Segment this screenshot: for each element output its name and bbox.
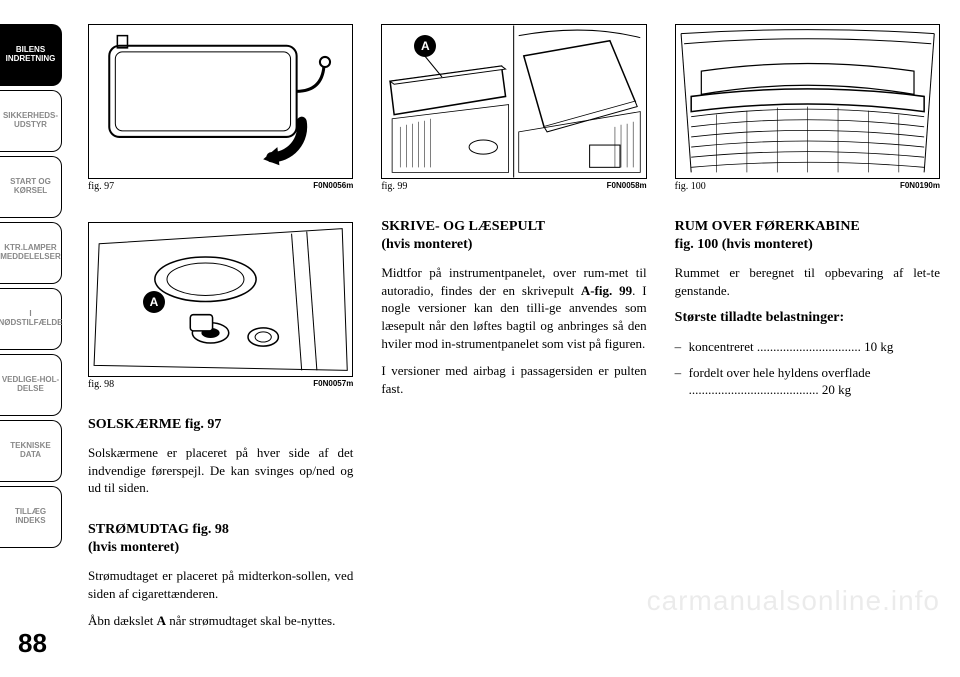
column-1: fig. 97 F0N0056m xyxy=(88,24,353,657)
p3-post: når strømudtaget skal be-nyttes. xyxy=(166,613,335,628)
tab-ktr-lamper[interactable]: KTR.LAMPER MEDDELELSER xyxy=(0,222,62,284)
para-skrive-2: I versioner med airbag i passagersiden e… xyxy=(381,362,646,397)
fig99-code: F0N0058m xyxy=(607,181,647,192)
fig98-label: fig. 98 xyxy=(88,379,114,390)
column-2: A fig. 99 F0N0058m SKRIVE- OG LÆSEPULT (… xyxy=(381,24,646,657)
overhead-shelf-illustration xyxy=(676,25,939,178)
fig97-code: F0N0056m xyxy=(313,181,353,192)
heading-col2-main: SKRIVE- OG LÆSEPULT xyxy=(381,219,545,234)
figure-99: A xyxy=(381,24,646,179)
marker-leader-line xyxy=(424,55,454,85)
watermark: carmanualsonline.info xyxy=(647,585,940,617)
tab-sikkerheds-udstyr[interactable]: SIKKERHEDS- UDSTYR xyxy=(0,90,62,152)
figure-97-caption: fig. 97 F0N0056m xyxy=(88,181,353,192)
col2-p1-bold: A-fig. 99 xyxy=(581,283,632,298)
para-rum-1: Rummet er beregnet til opbevaring af let… xyxy=(675,264,940,299)
figure-98-caption: fig. 98 F0N0057m xyxy=(88,379,353,390)
tab-start-og-korsel[interactable]: START OG KØRSEL xyxy=(0,156,62,218)
heading-solskaerme: SOLSKÆRME fig. 97 xyxy=(88,416,353,434)
figure-97 xyxy=(88,24,353,179)
sidebar-tabs: BILENS INDRETNING SIKKERHEDS- UDSTYR STA… xyxy=(0,24,62,552)
figure-98: A xyxy=(88,222,353,377)
fig97-label: fig. 97 xyxy=(88,181,114,192)
tab-tillaeg-indeks[interactable]: TILLÆG INDEKS xyxy=(0,486,62,548)
figure-100 xyxy=(675,24,940,179)
page-content: fig. 97 F0N0056m xyxy=(88,24,940,657)
figure-100-caption: fig. 100 F0N0190m xyxy=(675,181,940,192)
li2-text: fordelt over hele hyldens overflade ....… xyxy=(689,364,940,399)
column-3: fig. 100 F0N0190m RUM OVER FØRERKABINE f… xyxy=(675,24,940,657)
heading-stromudtag-main: STRØMUDTAG fig. 98 xyxy=(88,522,229,537)
heading-col2-sub: (hvis monteret) xyxy=(381,237,472,252)
fig99-label: fig. 99 xyxy=(381,181,407,192)
heading-col3-main: RUM OVER FØRERKABINE xyxy=(675,219,860,234)
p3-pre: Åbn dækslet xyxy=(88,613,157,628)
tab-vedligeholdelse[interactable]: VEDLIGE-HOL- DELSE xyxy=(0,354,62,416)
heading-skrive-laesepult: SKRIVE- OG LÆSEPULT (hvis monteret) xyxy=(381,218,646,254)
li1-text: koncentreret ...........................… xyxy=(689,338,940,356)
tab-bilens-indretning[interactable]: BILENS INDRETNING xyxy=(0,24,62,86)
fig100-code: F0N0190m xyxy=(900,181,940,192)
heading-stromudtag: STRØMUDTAG fig. 98 (hvis monteret) xyxy=(88,521,353,557)
heading-col3-sub: fig. 100 (hvis monteret) xyxy=(675,237,813,252)
tab-tekniske-data[interactable]: TEKNISKE DATA xyxy=(0,420,62,482)
list-item: –koncentreret ..........................… xyxy=(675,338,940,356)
load-list: –koncentreret ..........................… xyxy=(675,338,940,407)
para-solskaerme: Solskærmene er placeret på hver side af … xyxy=(88,444,353,497)
heading-rum-over: RUM OVER FØRERKABINE fig. 100 (hvis mont… xyxy=(675,218,940,254)
heading-belastninger: Største tilladte belastninger: xyxy=(675,309,940,328)
p3-bold: A xyxy=(157,613,166,628)
para-skrive-1: Midtfor på instrumentpanelet, over rum-m… xyxy=(381,264,646,352)
tab-nodstilfaelde[interactable]: I NØDSTILFÆLDE xyxy=(0,288,62,350)
sun-visor-illustration xyxy=(89,25,352,178)
fig98-code: F0N0057m xyxy=(313,379,353,390)
figure-99-caption: fig. 99 F0N0058m xyxy=(381,181,646,192)
fig100-label: fig. 100 xyxy=(675,181,706,192)
marker-a-fig98: A xyxy=(143,291,165,313)
para-stromudtag-1: Strømudtaget er placeret på midterkon-so… xyxy=(88,567,353,602)
para-stromudtag-2: Åbn dækslet A når strømudtaget skal be-n… xyxy=(88,612,353,630)
power-outlet-illustration xyxy=(89,223,352,376)
page-number: 88 xyxy=(18,628,47,659)
list-item: –fordelt over hele hyldens overflade ...… xyxy=(675,364,940,399)
heading-stromudtag-sub: (hvis monteret) xyxy=(88,540,179,555)
